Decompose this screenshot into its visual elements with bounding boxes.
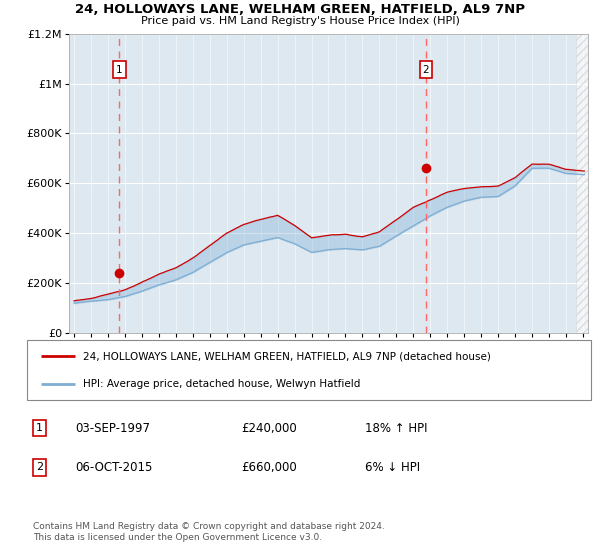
Text: 18% ↑ HPI: 18% ↑ HPI — [365, 422, 428, 435]
Text: 2: 2 — [423, 64, 430, 74]
Text: 24, HOLLOWAYS LANE, WELHAM GREEN, HATFIELD, AL9 7NP (detached house): 24, HOLLOWAYS LANE, WELHAM GREEN, HATFIE… — [83, 351, 491, 361]
Text: 03-SEP-1997: 03-SEP-1997 — [75, 422, 150, 435]
Text: 1: 1 — [36, 423, 43, 433]
Text: Contains HM Land Registry data © Crown copyright and database right 2024.: Contains HM Land Registry data © Crown c… — [33, 522, 385, 531]
Text: This data is licensed under the Open Government Licence v3.0.: This data is licensed under the Open Gov… — [33, 533, 322, 542]
Text: 1: 1 — [116, 64, 122, 74]
Text: 2: 2 — [36, 463, 43, 473]
Text: 06-OCT-2015: 06-OCT-2015 — [75, 461, 152, 474]
Text: HPI: Average price, detached house, Welwyn Hatfield: HPI: Average price, detached house, Welw… — [83, 379, 361, 389]
Text: 6% ↓ HPI: 6% ↓ HPI — [365, 461, 421, 474]
Text: £240,000: £240,000 — [241, 422, 297, 435]
Text: 24, HOLLOWAYS LANE, WELHAM GREEN, HATFIELD, AL9 7NP: 24, HOLLOWAYS LANE, WELHAM GREEN, HATFIE… — [75, 3, 525, 16]
Text: Price paid vs. HM Land Registry's House Price Index (HPI): Price paid vs. HM Land Registry's House … — [140, 16, 460, 26]
Text: £660,000: £660,000 — [241, 461, 297, 474]
